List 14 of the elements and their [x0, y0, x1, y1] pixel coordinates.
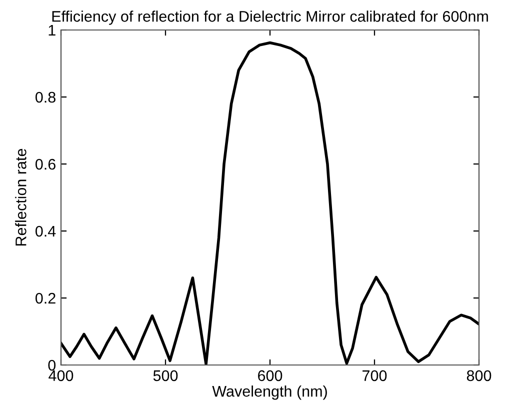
x-tick-label: 500 — [153, 370, 178, 382]
y-tick-label: 0.4 — [36, 226, 56, 237]
y-tick-label: 0.2 — [36, 292, 56, 304]
chart-title: Efficiency of reflection for a Dielectric Mirror calibrated for 600nm — [52, 10, 488, 25]
y-tick-label: 1 — [48, 25, 56, 36]
y-tick-label: 0.6 — [36, 158, 56, 170]
x-axis-title: Wavelength (nm) — [212, 385, 327, 400]
y-tick-label: 0.8 — [36, 92, 56, 103]
y-tick-label: 0 — [48, 360, 56, 371]
x-tick-label: 600 — [258, 370, 282, 382]
x-tick-label: 400 — [48, 370, 74, 382]
y-axis-title: Reflection rate — [15, 148, 26, 246]
x-tick-label: 700 — [362, 370, 387, 382]
x-tick-label: 800 — [466, 370, 492, 382]
